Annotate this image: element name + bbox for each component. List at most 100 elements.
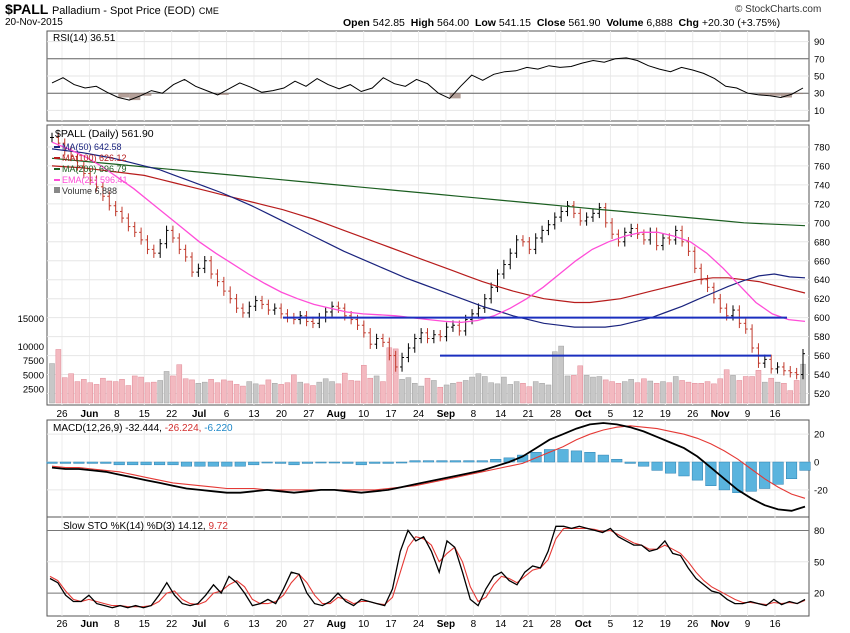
macd-histogram-bar [745, 461, 757, 492]
quote-line: Open 542.85 High 564.00 Low 541.15 Close… [343, 17, 781, 29]
macd-value: -32.444, [125, 423, 162, 434]
volume-bar [380, 381, 386, 404]
x-tick-label: 12 [632, 619, 644, 630]
volume-bar [564, 375, 571, 404]
volume-bar [176, 364, 183, 404]
x-tick-label: 16 [769, 409, 781, 420]
volume-bar [68, 373, 74, 404]
x-tick-label: 6 [224, 619, 230, 630]
volume-bar [787, 390, 794, 404]
volume-bar [221, 379, 227, 404]
macd-histogram-bar [100, 461, 112, 464]
volume-bar [49, 363, 55, 404]
low-value: 541.15 [498, 17, 531, 29]
x-tick-label: 10 [358, 619, 370, 630]
rsi-oversold-fill [769, 93, 781, 96]
volume-bar [653, 383, 660, 404]
ma50-line [51, 148, 806, 328]
x-tick-label: 26 [56, 619, 68, 630]
x-tick-label: Jul [192, 409, 207, 420]
volume-bar [329, 381, 335, 404]
rsi-tick-label: 50 [814, 72, 825, 83]
x-tick-label: Aug [327, 619, 346, 630]
macd-histogram-bar [799, 461, 811, 471]
x-tick-label: 13 [248, 409, 260, 420]
volume-bar [762, 381, 768, 404]
macd-histogram-bar [140, 461, 152, 466]
macd-signal-line [51, 425, 806, 499]
macd-histogram-bar [342, 461, 354, 464]
macd-histogram-bar [705, 461, 717, 486]
volume-bar [590, 376, 596, 404]
x-tick-label: Oct [575, 409, 592, 420]
macd-histogram-bar [651, 461, 663, 471]
macd-histogram-bar [611, 458, 623, 463]
rsi-line [51, 57, 804, 101]
x-tick-label: 14 [495, 409, 507, 420]
instrument-name: Palladium - Spot Price (EOD) [51, 5, 195, 17]
volume-bar [138, 376, 144, 404]
x-tick-label: 5 [608, 409, 614, 420]
legend-ema21: EMA(21) 596.41 [62, 175, 128, 185]
volume-bar [335, 383, 342, 404]
x-tick-label: Jun [81, 409, 99, 420]
volume-bar [742, 376, 749, 404]
stochastic-label-name: Slow STO %K(14) %D(3) [63, 521, 175, 532]
volume-bar [723, 369, 730, 404]
x-tick-label: 24 [413, 409, 425, 420]
volume-bar [602, 379, 609, 404]
stochastic-d-line [49, 527, 806, 608]
volume-bar [392, 348, 399, 404]
x-tick-label: 8 [114, 409, 120, 420]
volume-bar [672, 376, 679, 404]
volume-bar [367, 377, 373, 404]
x-tick-label: 13 [248, 619, 260, 630]
legend-volume: Volume 6,888 [62, 186, 117, 196]
volume-tick-label: 7500 [23, 356, 44, 367]
volume-bar [552, 351, 558, 404]
x-tick-label: 20 [276, 619, 288, 630]
x-tick-label: Jul [192, 619, 207, 630]
volume-bar [240, 385, 246, 404]
macd-histogram-bar [665, 461, 677, 474]
volume-bar [793, 380, 800, 404]
x-tick-label: 19 [660, 619, 672, 630]
volume-tick-label: 10000 [18, 342, 44, 353]
volume-bar [278, 384, 284, 404]
volume-bar [151, 381, 157, 404]
volume-bar [233, 384, 240, 404]
x-tick-label: Aug [327, 409, 346, 420]
price-panel [46, 124, 810, 406]
price-tick-label: 700 [814, 218, 830, 229]
volume-bar [482, 376, 488, 404]
volume-bar [100, 377, 106, 404]
volume-bar [641, 378, 647, 404]
price-tick-label: 600 [814, 313, 830, 324]
volume-bar [373, 375, 380, 404]
x-tick-label: 28 [550, 409, 562, 420]
price-tick-label: 520 [814, 389, 830, 400]
volume-bar [660, 381, 666, 404]
x-tick-label: Nov [711, 409, 730, 420]
macd-histogram-bar [732, 461, 744, 493]
macd-histogram-bar [476, 460, 488, 463]
stochastic-label: Slow STO %K(14) %D(3) 14.12, 9.72 [63, 521, 228, 532]
volume-bar [163, 371, 170, 404]
legend-ma50: MA(50) 642.58 [62, 142, 122, 152]
rsi-tick-label: 70 [814, 54, 825, 65]
stochastic-tick-label: 50 [814, 557, 825, 568]
change-value: +20.30 (+3.75%) [701, 17, 781, 29]
macd-histogram-bar [396, 461, 408, 464]
volume-bar [112, 381, 119, 404]
exchange: CME [198, 6, 219, 16]
volume-bar [93, 384, 100, 404]
volume-bar [513, 381, 520, 404]
rsi-tick-label: 90 [814, 37, 825, 48]
x-tick-label: 26 [56, 409, 68, 420]
volume-bar [310, 385, 316, 404]
volume-bar [736, 380, 743, 404]
x-tick-label: 14 [495, 619, 507, 630]
volume-bar [692, 383, 698, 404]
volume-bar [622, 381, 628, 404]
price-tick-label: 720 [814, 199, 830, 210]
